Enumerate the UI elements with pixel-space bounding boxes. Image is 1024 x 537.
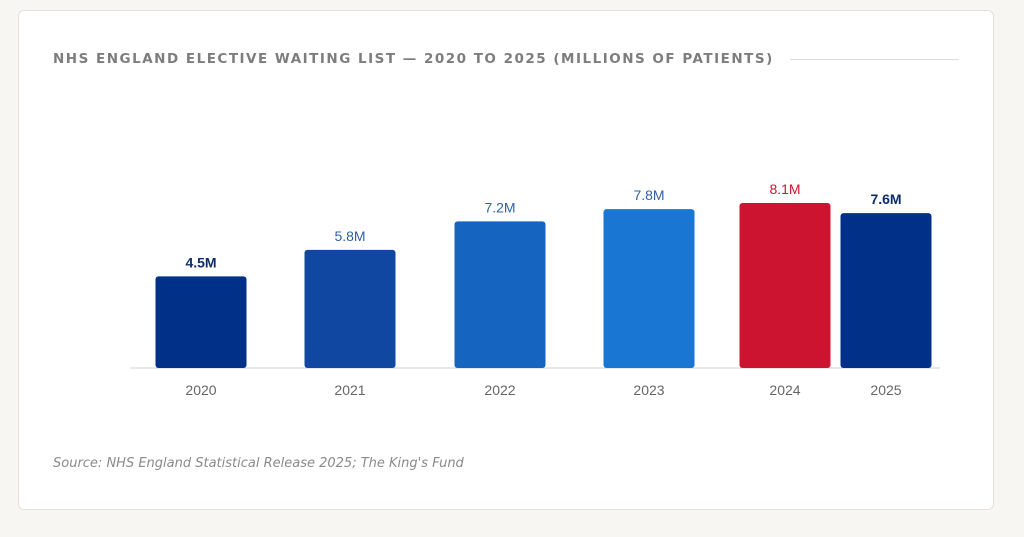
source-note: Source: NHS England Statistical Release …	[53, 456, 464, 471]
bar-2025	[840, 213, 932, 368]
bar-2023	[603, 209, 695, 368]
x-tick-label-2021: 2021	[334, 382, 365, 398]
value-label-2023: 7.8M	[633, 187, 664, 203]
value-label-2022: 7.2M	[484, 199, 515, 215]
x-tick-label-2020: 2020	[185, 382, 216, 398]
bar-2022	[454, 221, 546, 368]
value-label-2025: 7.6M	[870, 191, 901, 207]
x-tick-label-2025: 2025	[870, 382, 901, 398]
x-tick-label-2023: 2023	[633, 382, 664, 398]
bars-group	[155, 203, 932, 368]
x-tick-label-2024: 2024	[769, 382, 800, 398]
chart-title: NHS ENGLAND ELECTIVE WAITING LIST — 2020…	[53, 51, 774, 67]
value-labels-group: 4.5M 5.8M 7.2M 7.8M 8.1M 7.6M	[185, 181, 901, 270]
x-tick-label-2022: 2022	[484, 382, 515, 398]
value-label-2021: 5.8M	[334, 228, 365, 244]
value-label-2024: 8.1M	[769, 181, 800, 197]
value-label-2020: 4.5M	[185, 254, 216, 270]
bar-2021	[304, 249, 396, 368]
x-tick-labels-group: 2020 2021 2022 2023 2024 2025	[185, 382, 901, 398]
title-divider	[789, 58, 959, 60]
bar-2020	[155, 276, 247, 368]
chart-header: NHS ENGLAND ELECTIVE WAITING LIST — 2020…	[53, 51, 959, 67]
bar-2024	[739, 203, 831, 368]
